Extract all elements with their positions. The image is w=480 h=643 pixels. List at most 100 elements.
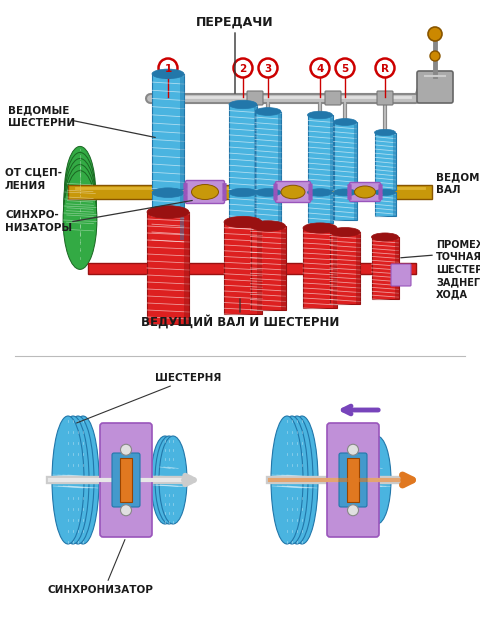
FancyBboxPatch shape xyxy=(223,189,226,195)
FancyBboxPatch shape xyxy=(391,264,411,286)
FancyBboxPatch shape xyxy=(223,183,226,189)
Bar xyxy=(278,111,281,190)
Ellipse shape xyxy=(281,416,313,544)
Text: ПЕРЕДАЧИ: ПЕРЕДАЧИ xyxy=(196,15,274,28)
Ellipse shape xyxy=(334,118,357,125)
Bar xyxy=(180,193,184,240)
Bar xyxy=(255,111,281,190)
Text: 5: 5 xyxy=(341,64,348,73)
Ellipse shape xyxy=(155,436,183,524)
Circle shape xyxy=(428,27,442,41)
Ellipse shape xyxy=(281,185,305,199)
Bar xyxy=(152,193,184,240)
FancyBboxPatch shape xyxy=(349,183,381,201)
Ellipse shape xyxy=(308,111,333,119)
Ellipse shape xyxy=(64,147,96,238)
FancyBboxPatch shape xyxy=(325,91,341,105)
Bar xyxy=(278,192,281,224)
FancyBboxPatch shape xyxy=(276,181,311,203)
Bar xyxy=(180,74,184,188)
FancyBboxPatch shape xyxy=(327,423,379,537)
Ellipse shape xyxy=(224,216,262,228)
Bar xyxy=(354,122,357,190)
FancyBboxPatch shape xyxy=(274,184,277,190)
Ellipse shape xyxy=(152,188,184,197)
FancyBboxPatch shape xyxy=(339,453,367,507)
Bar xyxy=(224,222,262,314)
Ellipse shape xyxy=(286,416,318,544)
Bar xyxy=(329,115,333,190)
Ellipse shape xyxy=(229,100,257,109)
Ellipse shape xyxy=(147,206,189,219)
Ellipse shape xyxy=(57,416,89,544)
Bar xyxy=(347,458,359,502)
Bar xyxy=(147,212,189,324)
FancyBboxPatch shape xyxy=(223,195,226,201)
Bar xyxy=(308,115,333,190)
Ellipse shape xyxy=(308,188,333,196)
FancyBboxPatch shape xyxy=(100,423,152,537)
Text: 4: 4 xyxy=(316,64,324,73)
Ellipse shape xyxy=(330,228,360,237)
Circle shape xyxy=(348,505,359,516)
Circle shape xyxy=(120,444,132,455)
Ellipse shape xyxy=(62,416,94,544)
Ellipse shape xyxy=(52,416,84,544)
Text: ШЕСТЕРНЯ: ШЕСТЕРНЯ xyxy=(155,373,221,383)
Bar xyxy=(330,232,360,304)
Ellipse shape xyxy=(374,129,396,136)
FancyBboxPatch shape xyxy=(184,183,187,189)
Text: СИНХРО-
НИЗАТОРЫ: СИНХРО- НИЗАТОРЫ xyxy=(5,210,72,233)
Text: СИНХРОНИЗАТОР: СИНХРОНИЗАТОР xyxy=(47,585,153,595)
Bar xyxy=(356,232,360,304)
FancyBboxPatch shape xyxy=(309,184,312,190)
Bar xyxy=(255,192,281,224)
Bar xyxy=(120,458,132,502)
Ellipse shape xyxy=(152,69,184,78)
FancyBboxPatch shape xyxy=(247,91,263,105)
Ellipse shape xyxy=(151,436,179,524)
Text: 1: 1 xyxy=(164,64,172,73)
Bar xyxy=(251,226,286,310)
Bar xyxy=(303,228,337,308)
FancyBboxPatch shape xyxy=(184,189,187,195)
FancyBboxPatch shape xyxy=(379,185,382,190)
Bar xyxy=(184,212,189,324)
Ellipse shape xyxy=(64,152,96,246)
FancyBboxPatch shape xyxy=(184,195,187,201)
Text: 2: 2 xyxy=(240,64,247,73)
Bar xyxy=(374,132,396,190)
Circle shape xyxy=(311,59,329,78)
Ellipse shape xyxy=(67,416,99,544)
Bar xyxy=(334,122,357,190)
Ellipse shape xyxy=(355,186,375,198)
Circle shape xyxy=(259,59,277,78)
Bar xyxy=(395,237,398,299)
Bar xyxy=(333,228,337,308)
Circle shape xyxy=(158,59,178,78)
Text: 3: 3 xyxy=(264,64,272,73)
Ellipse shape xyxy=(63,165,96,262)
Ellipse shape xyxy=(192,185,218,199)
Bar xyxy=(308,192,333,223)
FancyBboxPatch shape xyxy=(417,71,453,103)
FancyBboxPatch shape xyxy=(160,91,176,105)
FancyBboxPatch shape xyxy=(274,195,277,200)
FancyBboxPatch shape xyxy=(112,453,140,507)
Ellipse shape xyxy=(359,436,387,524)
FancyBboxPatch shape xyxy=(309,195,312,200)
Circle shape xyxy=(233,59,252,78)
Circle shape xyxy=(336,59,355,78)
Circle shape xyxy=(120,505,132,516)
FancyBboxPatch shape xyxy=(348,189,351,195)
Ellipse shape xyxy=(374,189,396,195)
Text: R: R xyxy=(381,64,389,73)
Bar xyxy=(253,192,257,228)
Ellipse shape xyxy=(63,170,97,269)
Ellipse shape xyxy=(372,233,398,241)
Ellipse shape xyxy=(251,221,286,231)
FancyBboxPatch shape xyxy=(274,189,277,195)
FancyBboxPatch shape xyxy=(379,189,382,195)
Text: ПРОМЕЖУ-
ТОЧНАЯ
ШЕСТЕРНЯ
ЗАДНЕГО
ХОДА: ПРОМЕЖУ- ТОЧНАЯ ШЕСТЕРНЯ ЗАДНЕГО ХОДА xyxy=(436,240,480,300)
FancyBboxPatch shape xyxy=(348,194,351,199)
